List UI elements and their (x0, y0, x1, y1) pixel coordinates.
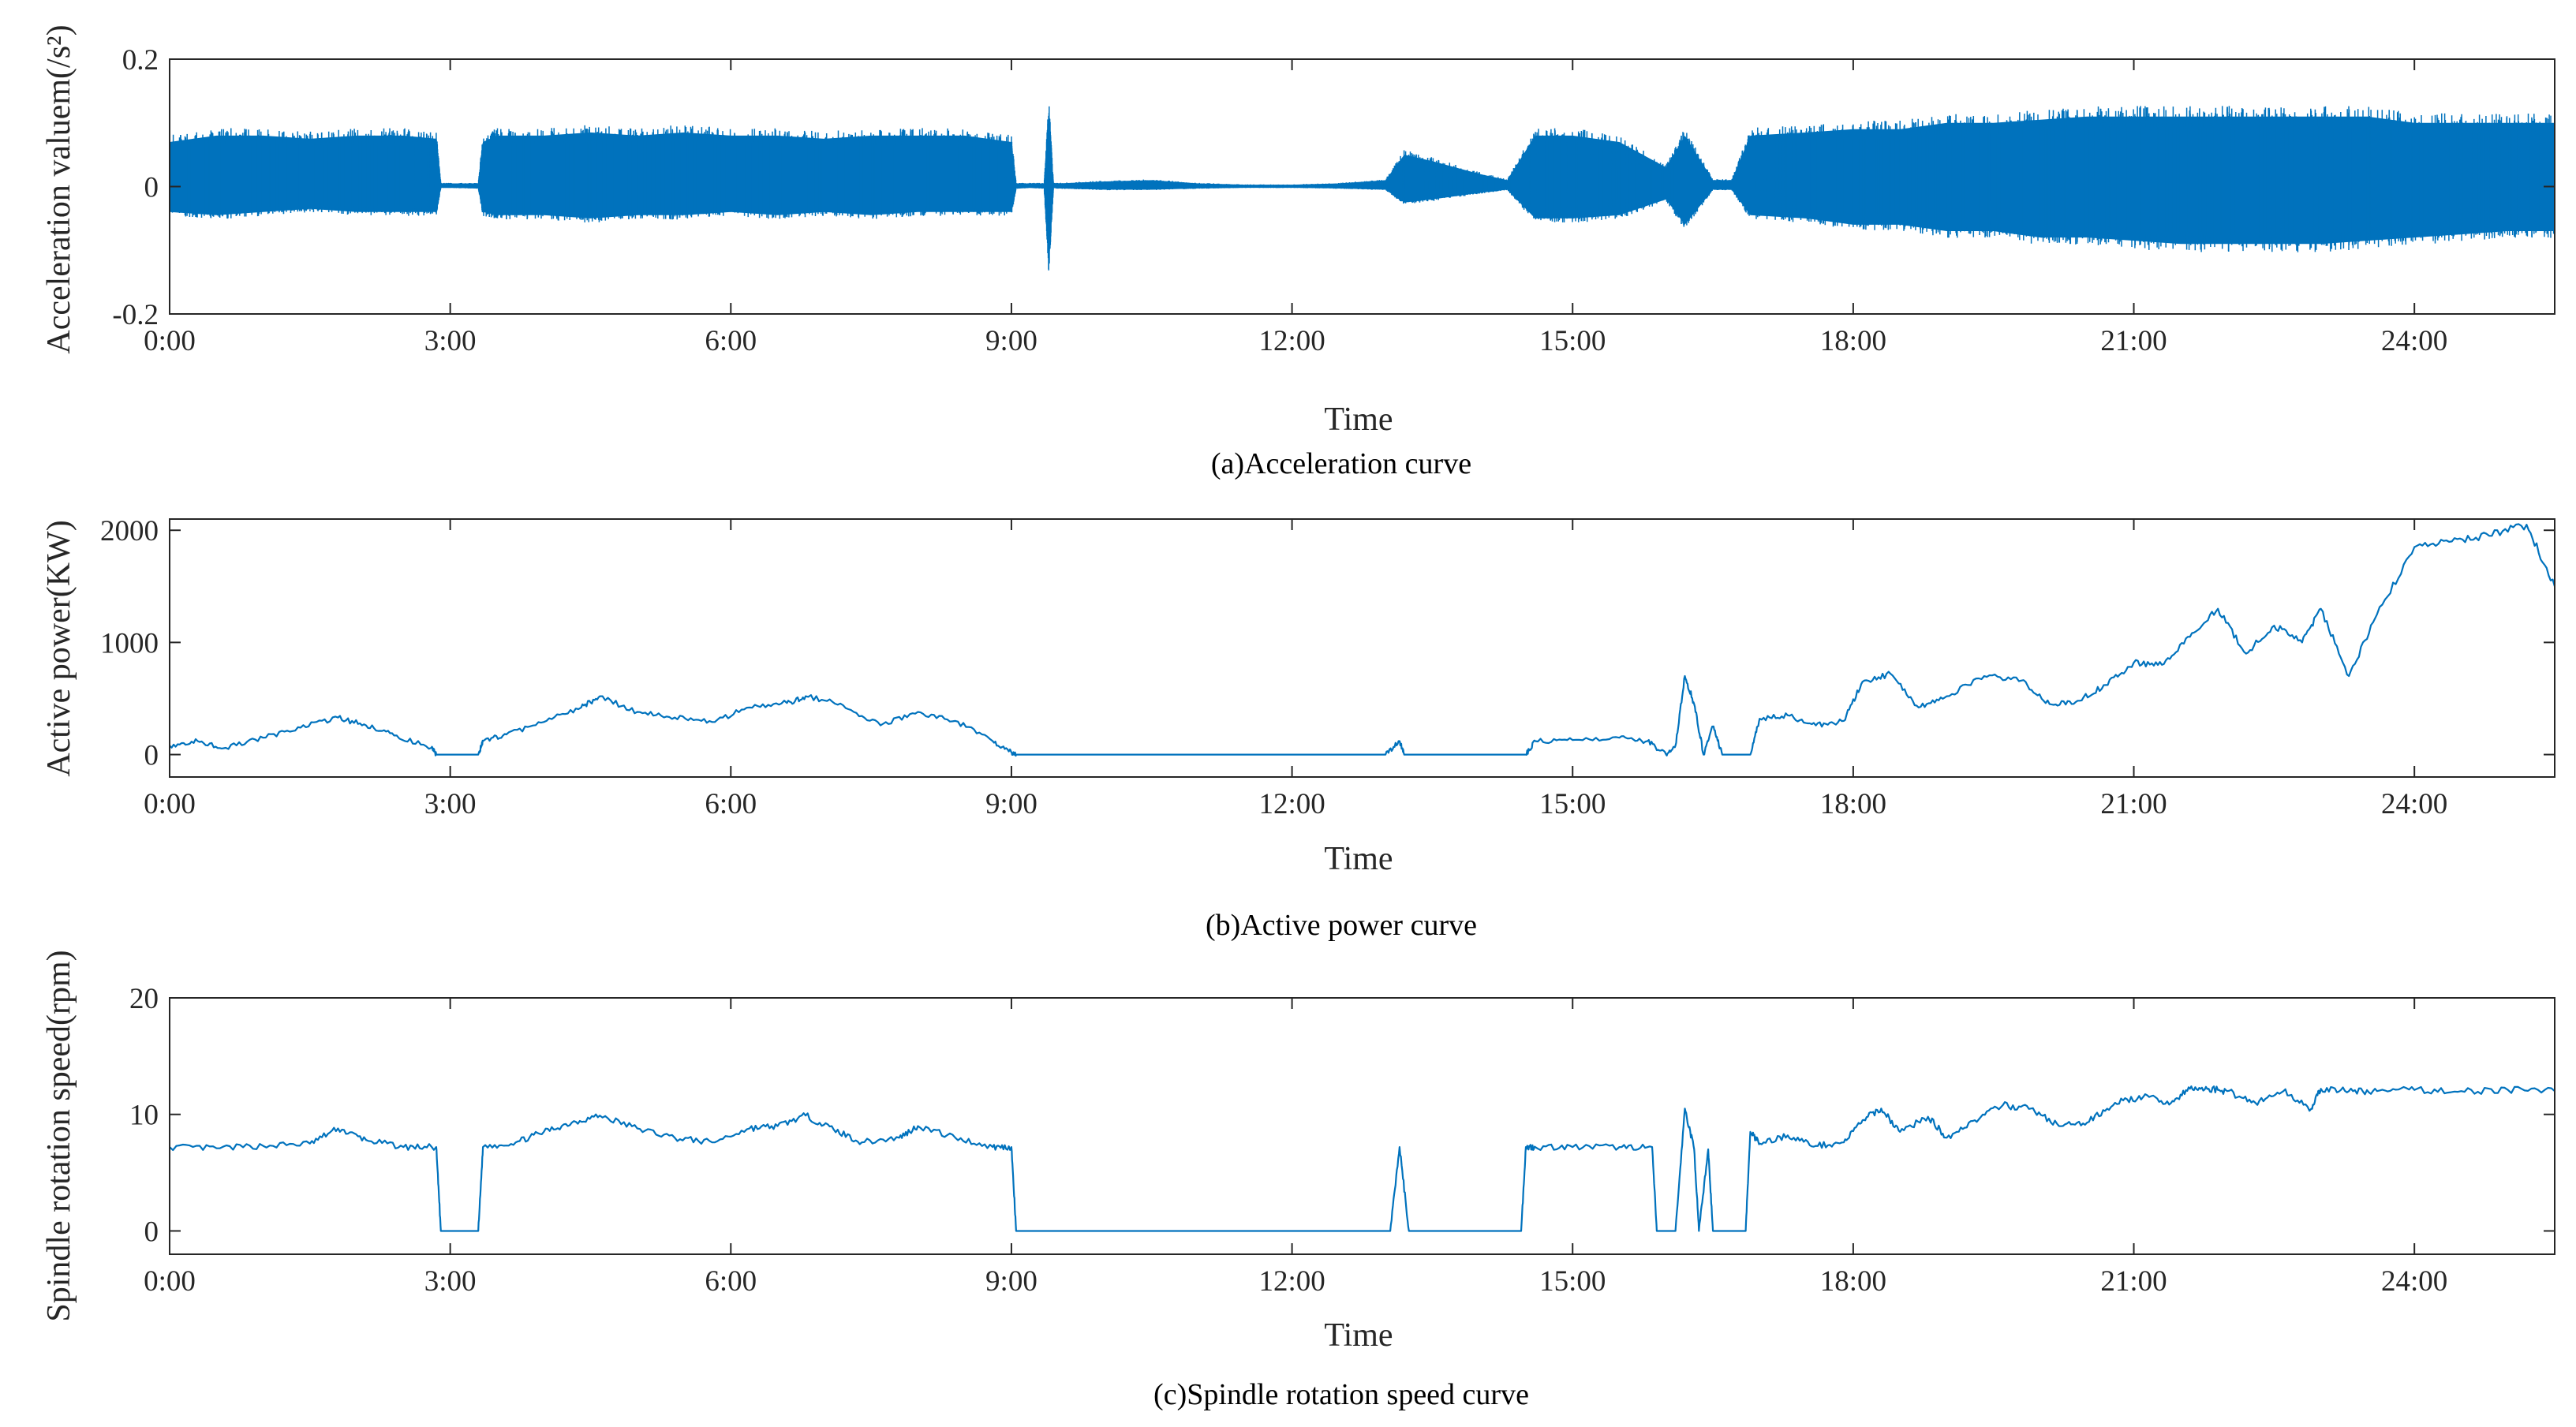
active-power-chart: Active power(KW) Time (b)Active power cu… (41, 515, 2556, 942)
x-tick-label: 6:00 (705, 1265, 757, 1298)
x-tick-label: 21:00 (2100, 788, 2167, 820)
x-tick-label: 15:00 (1539, 788, 1606, 820)
chart-caption: (c)Spindle rotation speed curve (1153, 1378, 1529, 1411)
x-tick-label: 15:00 (1539, 1265, 1606, 1298)
y-tick-label: 0 (144, 172, 159, 204)
x-axis-label: Time (1324, 402, 1393, 438)
x-tick-label: 21:00 (2100, 325, 2167, 357)
x-tick-label: 0:00 (144, 788, 196, 820)
x-axis-label: Time (1324, 841, 1393, 877)
x-tick-label: 24:00 (2381, 1265, 2447, 1298)
y-axis-label: Spindle rotation speed(rpm) (41, 950, 77, 1321)
plot-frame (169, 997, 2555, 1255)
x-tick-label: 9:00 (985, 1265, 1038, 1298)
y-tick-label: 20 (129, 983, 159, 1015)
chart-caption: (a)Acceleration curve (1211, 447, 1471, 480)
chart-caption: (b)Active power curve (1206, 909, 1477, 942)
y-axis-label: Active power(KW) (41, 520, 77, 776)
y-tick-label: 0.2 (122, 44, 159, 77)
x-tick-label: 0:00 (144, 325, 196, 357)
x-tick-label: 6:00 (705, 788, 757, 820)
x-axis-label: Time (1324, 1317, 1393, 1354)
y-tick-label: 10 (129, 1100, 159, 1132)
x-tick-label: 21:00 (2100, 1265, 2167, 1298)
x-tick-label: 0:00 (144, 1265, 196, 1298)
spindle-speed-chart: Spindle rotation speed(rpm) Time (c)Spin… (41, 950, 2555, 1411)
x-tick-label: 24:00 (2381, 325, 2447, 357)
x-tick-label: 18:00 (1820, 1265, 1886, 1298)
series-line (169, 523, 2556, 757)
x-tick-label: 3:00 (424, 1265, 477, 1298)
x-tick-label: 24:00 (2381, 788, 2447, 820)
x-tick-label: 12:00 (1258, 1265, 1325, 1298)
x-tick-label: 9:00 (985, 788, 1038, 820)
y-tick-label: 2000 (100, 515, 159, 547)
acceleration-chart: Acceleration valuem(/s²) Time (a)Acceler… (41, 24, 2555, 480)
x-tick-label: 18:00 (1820, 788, 1886, 820)
x-tick-label: 9:00 (985, 325, 1038, 357)
series-line (169, 1085, 2555, 1232)
x-tick-label: 6:00 (705, 325, 757, 357)
y-tick-label: -0.2 (112, 299, 159, 331)
x-tick-label: 12:00 (1258, 325, 1325, 357)
y-axis-label: Acceleration valuem(/s²) (41, 24, 77, 353)
x-tick-label: 18:00 (1820, 325, 1886, 357)
y-tick-label: 0 (144, 740, 159, 772)
x-tick-label: 15:00 (1539, 325, 1606, 357)
x-tick-label: 3:00 (424, 788, 477, 820)
y-tick-label: 1000 (100, 627, 159, 659)
y-tick-label: 0 (144, 1216, 159, 1248)
plot-frame (169, 518, 2555, 778)
x-tick-label: 12:00 (1258, 788, 1325, 820)
x-tick-label: 3:00 (424, 325, 477, 357)
